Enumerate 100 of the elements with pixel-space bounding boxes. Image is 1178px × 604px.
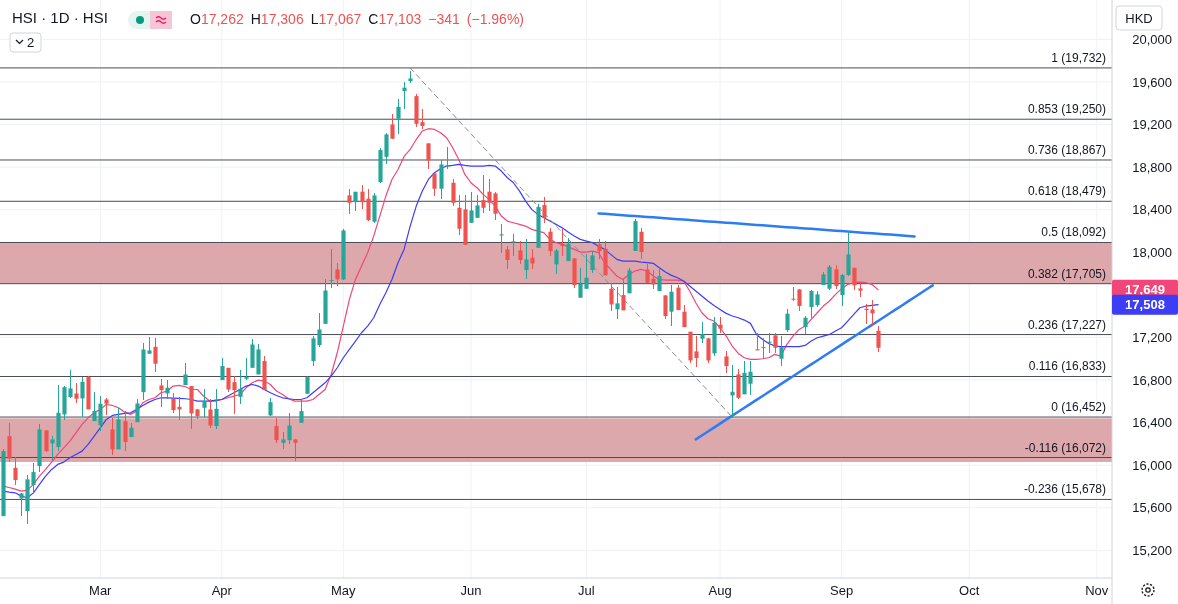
y-tick-label: 17,200 — [1132, 329, 1172, 345]
ref-line-label: -0.236 (15,678) — [1023, 482, 1106, 497]
candlestick — [846, 230, 851, 277]
candlestick — [736, 368, 741, 400]
ref-line-label: 0.236 (17,227) — [1027, 317, 1106, 332]
candlestick — [676, 284, 681, 311]
candlestick — [566, 237, 571, 262]
text: O17,262 H17,306 L17,067 C17,103 −341 (−1.96%) — [190, 11, 524, 27]
y-tick-label: 16,000 — [1132, 457, 1172, 473]
candlestick — [335, 262, 340, 287]
candlestick — [785, 308, 790, 333]
candlestick — [153, 337, 158, 373]
candlestick — [505, 245, 510, 270]
text: HSI · 1D · HSI — [12, 9, 108, 26]
candlestick — [682, 304, 687, 328]
candlestick — [341, 228, 346, 281]
candlestick — [347, 188, 352, 215]
ref-line-label: 0.736 (18,867) — [1027, 142, 1106, 157]
ref-line-label: 0.618 (18,479) — [1027, 184, 1106, 199]
ref-line-label: 0.382 (17,705) — [1027, 266, 1106, 281]
y-tick-label: 15,600 — [1132, 500, 1172, 516]
candlestick — [712, 316, 717, 357]
y-tick-label: 18,800 — [1132, 159, 1172, 175]
candlestick — [621, 278, 626, 311]
y-tick-label: 16,800 — [1132, 372, 1172, 388]
x-tick-label: Nov — [1085, 583, 1109, 598]
y-tick-label: 16,400 — [1132, 415, 1172, 431]
candlestick — [274, 417, 279, 444]
candlestick — [432, 172, 437, 197]
candlestick — [852, 267, 857, 291]
candlestick — [390, 113, 395, 141]
candlestick — [663, 294, 668, 320]
candlestick — [451, 178, 456, 207]
ref-line-label: 0.5 (18,092) — [1041, 225, 1106, 240]
candlestick — [633, 218, 638, 252]
candlestick — [116, 407, 121, 451]
candlestick — [7, 422, 12, 463]
line-series — [694, 284, 934, 441]
line-series — [409, 67, 733, 418]
candlestick — [590, 251, 595, 274]
candlestick — [1, 448, 6, 517]
candlestick — [13, 456, 18, 486]
candlestick — [615, 286, 620, 320]
x-tick-label: Jun — [460, 583, 482, 598]
candlestick — [159, 378, 164, 408]
candlestick — [834, 264, 839, 290]
candlestick — [536, 203, 541, 249]
ref-line-label: 1 (19,732) — [1051, 50, 1106, 65]
candlestick — [268, 397, 273, 417]
y-tick-label: 20,000 — [1132, 31, 1172, 47]
candlestick — [773, 332, 778, 354]
candlestick — [876, 325, 881, 353]
candlestick — [511, 233, 516, 257]
x-tick-label: Sep — [830, 583, 854, 598]
candlestick — [220, 357, 225, 381]
candlestick — [37, 423, 42, 473]
candlestick — [293, 438, 298, 462]
candlestick — [803, 315, 808, 336]
y-tick-label: 19,600 — [1132, 74, 1172, 90]
candlestick — [657, 267, 662, 292]
candlestick — [706, 337, 711, 364]
candlestick — [214, 388, 219, 430]
x-tick-label: May — [331, 583, 357, 598]
candlestick — [761, 337, 766, 360]
candlestick — [44, 429, 49, 453]
candlestick — [609, 282, 614, 312]
x-tick-label: Aug — [708, 583, 732, 598]
y-tick-label: 18,000 — [1132, 244, 1172, 260]
candlestick — [123, 410, 128, 452]
candlestick — [183, 362, 188, 386]
candlestick — [110, 417, 115, 456]
annotation: 2 — [27, 35, 35, 51]
candlestick — [499, 223, 504, 254]
y-tick-label: 15,200 — [1132, 542, 1172, 558]
candlestick — [244, 357, 249, 381]
candlestick — [372, 192, 377, 225]
y-tick-label: 18,400 — [1132, 202, 1172, 218]
candlestick — [779, 335, 784, 367]
ref-line-label: 0 (16,452) — [1051, 400, 1106, 415]
candlestick — [542, 196, 547, 224]
x-tick-label: Apr — [211, 583, 233, 598]
ref-line-label: 0.116 (16,833) — [1028, 359, 1106, 374]
candlestick — [323, 278, 328, 325]
x-tick-label: Mar — [89, 583, 113, 598]
candlestick — [724, 350, 729, 374]
y-tick-label: 19,200 — [1132, 117, 1172, 133]
candlestick — [208, 398, 213, 429]
x-tick-label: Oct — [959, 583, 980, 598]
candlestick — [669, 284, 674, 327]
candlestick — [135, 398, 140, 423]
candlestick — [700, 321, 705, 344]
ref-line-label: -0.116 (16,072) — [1024, 440, 1106, 455]
ref-line-label: 0.853 (19,250) — [1027, 102, 1106, 117]
candlestick — [74, 382, 79, 405]
candlestick — [840, 273, 845, 307]
candlestick — [426, 142, 431, 171]
candlestick — [329, 248, 334, 289]
x-tick-label: Jul — [578, 583, 595, 598]
candlestick — [548, 227, 553, 257]
candlestick — [554, 248, 559, 276]
